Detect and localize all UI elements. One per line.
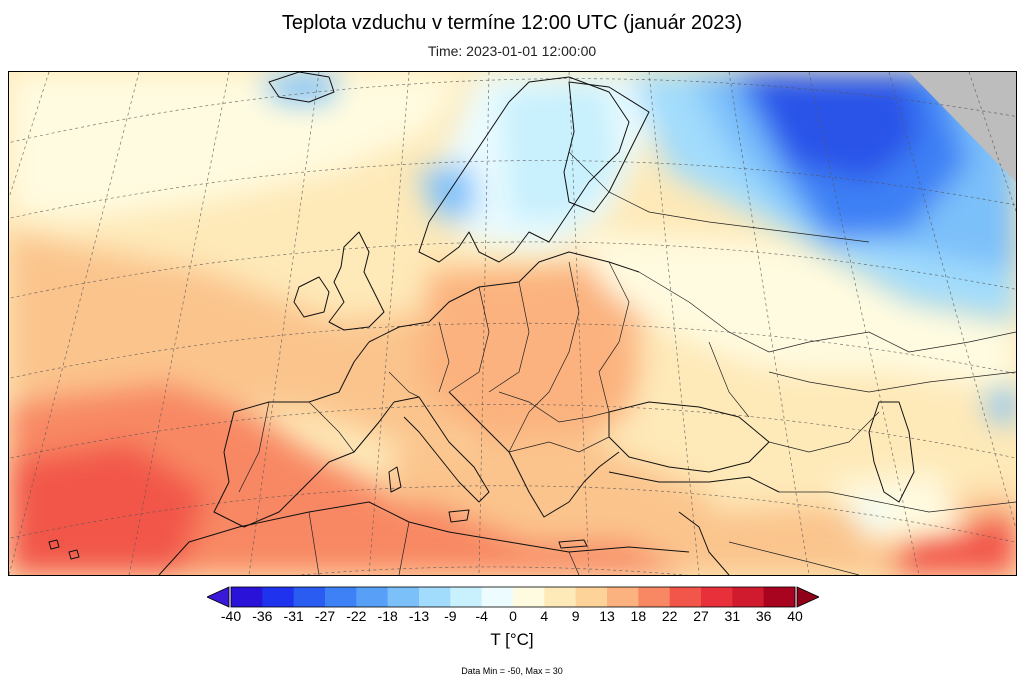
colorbar-bin — [231, 587, 263, 607]
field-me-cool — [849, 502, 889, 527]
field-nw-near-zero — [9, 72, 469, 222]
field-n-africa-hot — [309, 502, 689, 575]
colorbar-bin — [607, 587, 639, 607]
colorbar-tick-label: 13 — [599, 608, 615, 624]
temperature-map — [8, 71, 1017, 576]
colorbar-tick-label: 31 — [724, 608, 741, 624]
colorbar-bin — [513, 587, 545, 607]
colorbar-bin — [481, 587, 514, 607]
colorbar-tick-label: -9 — [444, 608, 457, 624]
coast-scandinavia — [418, 76, 630, 263]
colorbar-bin — [450, 587, 483, 607]
map-title: Teplota vzduchu v termíne 12:00 UTC (jan… — [281, 12, 743, 34]
colorbar-tick-label: -22 — [346, 608, 367, 624]
colorbar-bin — [325, 587, 357, 607]
colorbar-tick-label: -18 — [377, 608, 398, 624]
field-se-hot — [889, 512, 1016, 575]
coast-ireland — [293, 276, 330, 318]
coast-iceland — [268, 72, 335, 103]
colorbar-bin — [262, 587, 295, 607]
colorbar-tick-label: 40 — [787, 608, 803, 624]
colorbar-bin — [763, 587, 796, 607]
colorbar-tick-label: 4 — [540, 608, 549, 624]
coast-levant — [678, 511, 730, 575]
coast-canaries — [48, 539, 80, 560]
graticule — [9, 72, 1016, 575]
colorbar-bin — [575, 587, 608, 607]
coast-continent-west — [368, 251, 640, 343]
coast-crete — [558, 539, 588, 549]
colorbar-tick-label: 0 — [509, 608, 517, 624]
colorbar-bin — [638, 587, 671, 607]
colorbar-tick-label: -31 — [283, 608, 304, 624]
country-borders — [238, 151, 1016, 575]
map-subtitle: Time: 2023-01-01 12:00:00 — [427, 43, 597, 59]
colorbar-tick-label: 27 — [693, 608, 709, 624]
coast-great-britain — [328, 231, 385, 331]
field-east-near-zero — [569, 232, 1016, 392]
colorbar-tick-label: -13 — [408, 608, 430, 624]
coast-black-sea — [608, 401, 770, 473]
coast-balkans — [448, 391, 620, 518]
field-iceland-cold — [259, 72, 339, 102]
coast-sardinia — [388, 466, 402, 493]
colorbar-bin — [669, 587, 702, 607]
data-range-note: Data Min = -50, Max = 30 — [461, 666, 563, 676]
colorbar-bin — [732, 587, 765, 607]
coast-italy — [393, 396, 490, 503]
colorbar-tick-label: 22 — [661, 608, 678, 624]
colorbar-bin — [293, 587, 326, 607]
colorbar-bin — [356, 587, 389, 607]
coast-sicily — [448, 509, 470, 523]
temperature-field — [9, 72, 1016, 575]
coast-caspian — [868, 401, 915, 503]
colorbar-unit-label: T [°C] — [490, 630, 534, 649]
coast-france-iberia — [213, 341, 395, 528]
colorbar-tick-labels: -40 -36 -31 -27 -22 -18 -13 -9 -4 0 4 9 13 18 22 27 31 36… — [0, 608, 1024, 630]
colorbar-bin — [419, 587, 451, 607]
colorbar-tick-label: -40 — [220, 608, 242, 624]
colorbar-tick-label: 36 — [755, 608, 772, 624]
colorbar-tick-label: 9 — [571, 608, 580, 624]
field-scand-cool — [499, 82, 619, 222]
colorbar-border — [230, 586, 796, 608]
field-sw-very-hot — [9, 442, 209, 575]
colorbar-bin — [387, 587, 420, 607]
colorbar-tick-label: 18 — [630, 608, 647, 624]
field-east-cold-spot — [984, 387, 1016, 422]
coast-turkey — [608, 471, 780, 493]
cold-field — [259, 72, 1016, 542]
colorbar-over-arrow — [796, 586, 819, 608]
colorbar-bin — [701, 587, 733, 607]
colorbar-tick-label: -27 — [314, 608, 336, 624]
colorbar-under-arrow — [207, 586, 230, 608]
colorbar — [207, 586, 819, 608]
colorbar-bin — [544, 587, 577, 607]
missing-data-region — [909, 72, 1016, 182]
field-east-mild — [629, 332, 1016, 512]
field-ne-coldest — [749, 77, 919, 182]
colorbar-tick-label: -4 — [475, 608, 488, 624]
colorbar-tick-label: -36 — [252, 608, 273, 624]
